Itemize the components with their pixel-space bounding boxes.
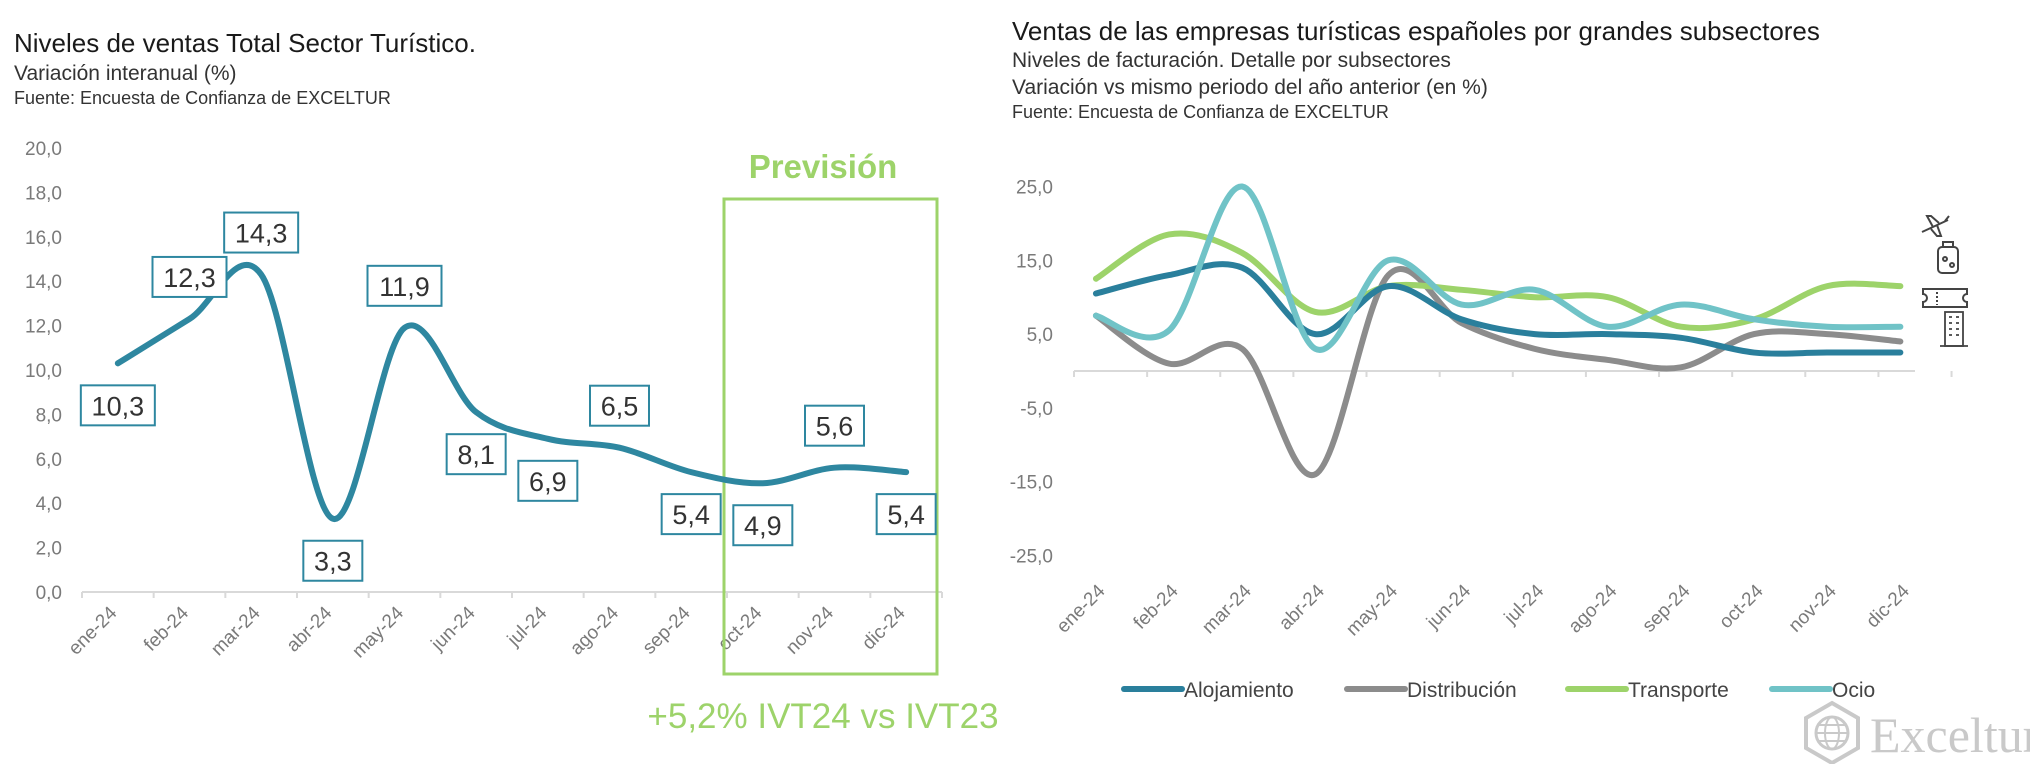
luggage-icon bbox=[1937, 241, 1959, 274]
left-chart-source: Fuente: Encuesta de Confianza de EXCELTU… bbox=[14, 88, 391, 108]
data-label-box bbox=[151, 255, 228, 298]
legend-label: Transporte bbox=[1628, 679, 1729, 702]
legend-item-transporte: Transporte bbox=[1565, 679, 1729, 702]
data-label-box bbox=[804, 404, 865, 447]
right-chart-source: Fuente: Encuesta de Confianza de EXCELTU… bbox=[1012, 102, 1389, 122]
legend-item-distribucion: Distribución bbox=[1344, 679, 1517, 702]
x-tick-label: oct-24 bbox=[1715, 580, 1767, 632]
data-label: 6,5 bbox=[601, 392, 639, 422]
y-tick-label: 18,0 bbox=[25, 183, 62, 204]
data-label: 5,6 bbox=[816, 412, 854, 442]
forecast-box bbox=[722, 197, 939, 676]
y-tick-label: -25,0 bbox=[1010, 547, 1053, 568]
data-label: 4,9 bbox=[744, 511, 782, 541]
x-tick-label: oct-24 bbox=[714, 602, 766, 654]
legend-item-alojamiento: Alojamiento bbox=[1121, 679, 1294, 702]
x-tick-label: may-24 bbox=[348, 602, 408, 662]
series-line-total bbox=[114, 262, 910, 522]
legend-item-ocio: Ocio bbox=[1769, 679, 1875, 702]
x-tick-label: sep-24 bbox=[1639, 580, 1695, 636]
data-label-box bbox=[589, 384, 650, 427]
y-tick-label: 2,0 bbox=[36, 539, 62, 560]
right-line-chart: -25,0 -15,0 -5,0 5,0 15,0 25,0 ene-24 feb-24 mar… bbox=[1010, 178, 1953, 702]
y-tick-label: -5,0 bbox=[1020, 399, 1053, 420]
data-label-box bbox=[445, 433, 507, 476]
series-line-transporte bbox=[1092, 230, 1904, 332]
forecast-label: Previsión bbox=[749, 148, 898, 185]
right-chart-subtitle-2: Variación vs mismo periodo del año anter… bbox=[1012, 76, 1488, 99]
hotel-building-icon bbox=[1940, 311, 1968, 347]
x-tick-label: mar-24 bbox=[1198, 580, 1256, 638]
brand-name: Exceltur bbox=[1870, 707, 2030, 763]
x-tick-label: ago-24 bbox=[1565, 580, 1622, 637]
series-line-alojamiento bbox=[1092, 261, 1904, 357]
y-tick-label: 5,0 bbox=[1027, 325, 1053, 346]
forecast-note: +5,2% IVT24 vs IVT23 bbox=[647, 697, 998, 736]
data-label-box bbox=[732, 504, 794, 547]
data-label-box bbox=[79, 384, 156, 427]
legend-label: Ocio bbox=[1832, 679, 1875, 702]
data-label-box bbox=[875, 493, 937, 536]
y-tick-label: 12,0 bbox=[25, 317, 62, 338]
data-label: 11,9 bbox=[379, 272, 430, 302]
x-tick-label: ene-24 bbox=[1053, 580, 1110, 637]
right-chart-title: Ventas de las empresas turísticas españo… bbox=[1012, 16, 1820, 46]
left-line-chart: 0,0 2,0 4,0 6,0 8,0 10,0 12,0 14,0 16,0 18,0 20,0 e… bbox=[25, 139, 943, 676]
x-tick-label: abr-24 bbox=[283, 602, 337, 656]
y-tick-label: 14,0 bbox=[25, 272, 62, 293]
data-label: 3,3 bbox=[314, 547, 352, 577]
y-tick-label: -15,0 bbox=[1010, 473, 1053, 494]
legend-label: Distribución bbox=[1407, 679, 1517, 702]
x-tick-label: abr-24 bbox=[1275, 580, 1329, 634]
x-tick-label: feb-24 bbox=[1130, 580, 1183, 633]
right-chart-subtitle-1: Niveles de facturación. Detalle por subs… bbox=[1012, 49, 1451, 72]
data-label-box bbox=[223, 211, 300, 254]
y-tick-label: 6,0 bbox=[36, 450, 62, 471]
left-chart-title: Niveles de ventas Total Sector Turístico… bbox=[14, 28, 476, 58]
y-tick-label: 4,0 bbox=[36, 494, 62, 515]
x-tick-label: dic-24 bbox=[858, 602, 910, 654]
data-label-box bbox=[302, 539, 364, 582]
x-tick-label: nov-24 bbox=[782, 602, 838, 658]
y-tick-label: 15,0 bbox=[1016, 251, 1053, 272]
data-label: 5,4 bbox=[672, 500, 710, 530]
x-tick-label: jul-24 bbox=[1500, 580, 1549, 629]
x-tick-label: ene-24 bbox=[65, 602, 122, 659]
ticket-icon bbox=[1922, 288, 1968, 308]
data-label: 8,1 bbox=[457, 440, 495, 470]
x-tick-label: jun-24 bbox=[1422, 580, 1475, 633]
x-tick-label: nov-24 bbox=[1785, 580, 1841, 636]
legend-label: Alojamiento bbox=[1184, 679, 1294, 702]
left-chart-subtitle: Variación interanual (%) bbox=[14, 62, 237, 85]
data-label: 14,3 bbox=[235, 219, 288, 249]
x-tick-label: dic-24 bbox=[1862, 580, 1914, 632]
x-tick-label: mar-24 bbox=[207, 602, 265, 660]
y-tick-label: 8,0 bbox=[36, 405, 62, 426]
series-line-ocio bbox=[1092, 183, 1904, 353]
globe-logo-icon bbox=[1804, 700, 1860, 764]
x-tick-label: jun-24 bbox=[427, 602, 480, 655]
x-tick-label: feb-24 bbox=[140, 602, 193, 655]
y-tick-label: 20,0 bbox=[25, 139, 62, 160]
data-label: 6,9 bbox=[529, 467, 567, 497]
y-tick-label: 16,0 bbox=[25, 228, 62, 249]
data-label-box bbox=[517, 459, 579, 502]
x-tick-label: jul-24 bbox=[503, 602, 552, 651]
data-label: 12,3 bbox=[163, 263, 216, 293]
y-tick-label: 10,0 bbox=[25, 361, 62, 382]
data-label-box bbox=[366, 264, 443, 307]
data-label: 10,3 bbox=[92, 391, 145, 421]
y-tick-label: 25,0 bbox=[1016, 178, 1053, 199]
y-tick-label: 0,0 bbox=[36, 583, 62, 604]
x-tick-label: ago-24 bbox=[566, 602, 623, 659]
x-tick-label: sep-24 bbox=[639, 602, 695, 658]
airplane-icon bbox=[1921, 215, 1950, 237]
data-label-box bbox=[660, 493, 722, 536]
data-label: 5,4 bbox=[887, 500, 925, 530]
x-tick-label: may-24 bbox=[1342, 580, 1402, 640]
